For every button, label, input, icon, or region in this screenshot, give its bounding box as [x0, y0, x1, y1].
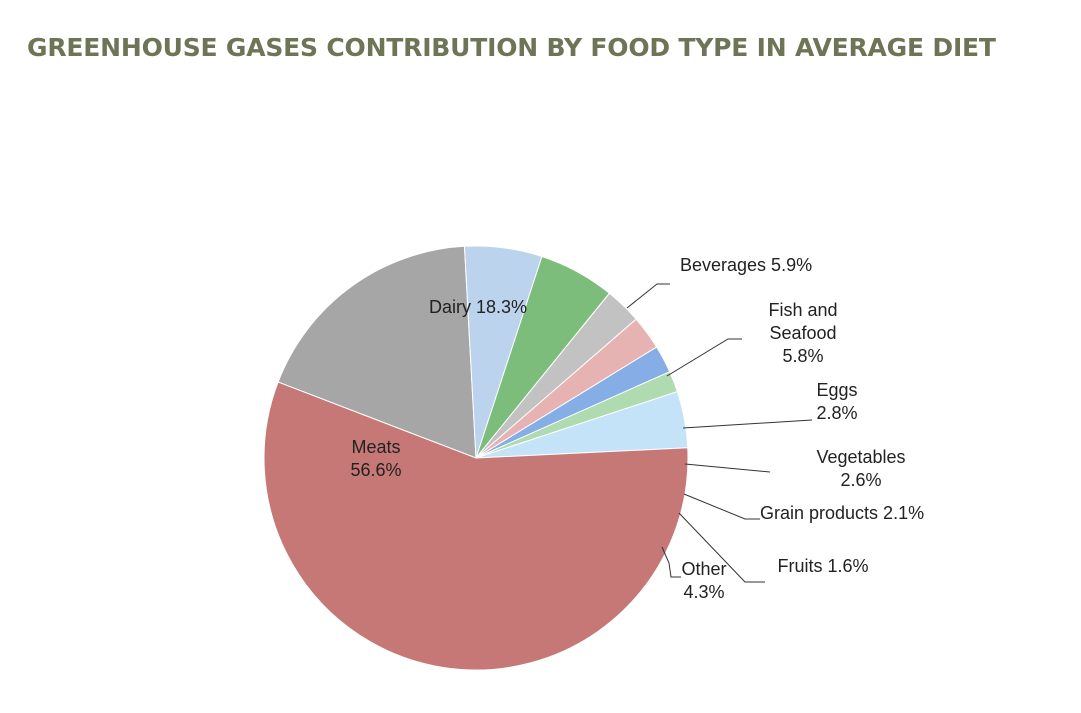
- leader-line-beverages: [626, 283, 670, 309]
- slice-label-fruits: Fruits 1.6%: [777, 556, 868, 576]
- leader-line-fish-and-seafood: [666, 338, 742, 377]
- slice-label-meats: Meats 56.6%: [350, 437, 401, 480]
- slice-label-other: Other 4.3%: [681, 559, 726, 602]
- slice-dairy: [277, 245, 477, 459]
- page-title: GREENHOUSE GASES CONTRIBUTION BY FOOD TY…: [27, 33, 996, 62]
- slice-label-vegetables: Vegetables 2.6%: [816, 447, 905, 490]
- leader-line-eggs: [682, 419, 813, 429]
- slice-labels: Dairy 18.3% Beverages 5.9% Fish and Seafood…: [350, 255, 924, 602]
- slice-label-eggs: Eggs 2.8%: [816, 380, 857, 423]
- leader-line-fruits: [678, 512, 765, 583]
- slice-label-fish-and-seafood: Fish and Seafood 5.8%: [768, 300, 837, 366]
- leader-line-vegetables: [684, 463, 771, 473]
- pie-slices: [263, 245, 689, 671]
- leader-line-grain-products: [683, 493, 760, 520]
- slice-label-beverages: Beverages 5.9%: [680, 255, 812, 275]
- leader-lines: [626, 283, 813, 583]
- slice-label-dairy: Dairy 18.3%: [429, 297, 527, 317]
- slice-label-grain-products: Grain products 2.1%: [760, 503, 924, 523]
- leader-line-other: [661, 546, 681, 578]
